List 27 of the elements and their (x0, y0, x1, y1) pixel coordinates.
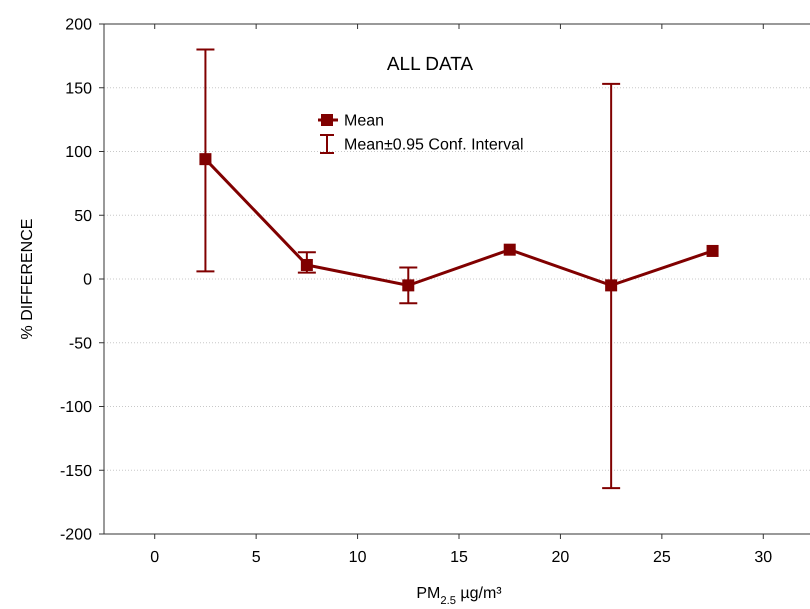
x-tick-label: 10 (348, 549, 367, 566)
point (199, 153, 212, 166)
y-tick-label: 50 (74, 208, 92, 225)
point (300, 258, 313, 271)
y-axis-title: % DIFFERENCE (19, 218, 36, 340)
y-tick-label: 200 (65, 16, 92, 34)
y-tick-label: -150 (60, 462, 92, 480)
text: ALL DATA (386, 54, 474, 75)
y-tick-label: 150 (65, 80, 92, 98)
x-tick-label: 25 (652, 549, 671, 566)
point (402, 279, 414, 292)
x-tick-label: 20 (552, 549, 570, 566)
point (504, 244, 516, 256)
x-tick-label: 0 (150, 549, 160, 566)
y-tick-label: -200 (60, 526, 92, 544)
point (605, 279, 618, 292)
annotation: Mean±0.95 Conf. Interval (344, 136, 524, 154)
x-tick-label: 5 (252, 549, 261, 566)
y-tick-label: -50 (68, 335, 92, 352)
point (706, 244, 719, 257)
x-tick-label: 15 (450, 549, 468, 566)
y-tick-label: -100 (60, 399, 92, 416)
legend-label: Mean (344, 112, 384, 130)
y-tick-label: 100 (65, 144, 92, 162)
x-tick-label: 30 (754, 549, 772, 566)
y-tick-label: 0 (83, 272, 92, 289)
x-axis-title: PM$_{2.5}$ µg/m³ (416, 585, 502, 607)
